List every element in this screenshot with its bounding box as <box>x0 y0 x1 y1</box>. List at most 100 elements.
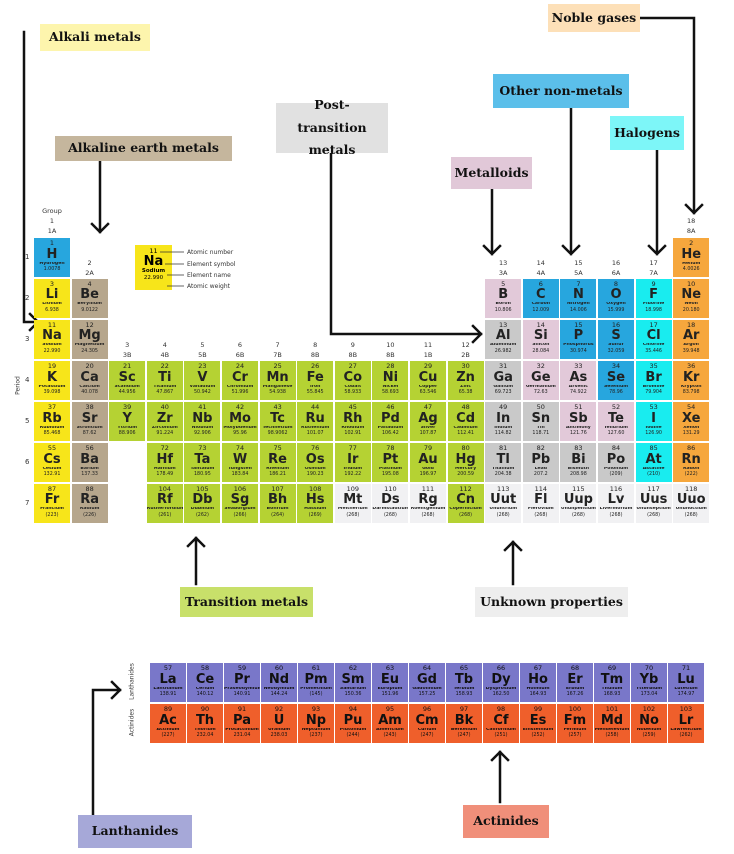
element-cell-in[interactable]: 49 In Indium 114.82 <box>485 402 522 442</box>
element-cell-i[interactable]: 53 I Iodine 126.90 <box>635 402 672 442</box>
element-cell-ca[interactable]: 20 Ca Calcium 40.078 <box>71 361 108 401</box>
element-cell-pd[interactable]: 46 Pd Palladium 106.42 <box>372 402 409 442</box>
element-cell-br[interactable]: 35 Br Bromine 79.904 <box>635 361 672 401</box>
element-cell-ho[interactable]: 67 Ho Holmium 164.93 <box>520 663 556 702</box>
element-cell-uup[interactable]: 115 Uup Ununpentium (268) <box>560 483 597 523</box>
element-cell-li[interactable]: 3 Li Lithium 6.938 <box>34 278 70 318</box>
element-cell-w[interactable]: 74 W Tungsten 183.84 <box>222 443 258 482</box>
element-cell-ge[interactable]: 32 Ge Germanium 72.63 <box>522 361 559 401</box>
element-cell-uuo[interactable]: 118 Uuo Ununoctium (268) <box>673 483 710 523</box>
element-cell-cl[interactable]: 17 Cl Chlorine 35.446 <box>635 319 672 359</box>
element-cell-xe[interactable]: 54 Xe Xenon 131.29 <box>673 402 710 442</box>
element-cell-ta[interactable]: 73 Ta Tantalum 180.95 <box>184 443 221 482</box>
element-cell-ru[interactable]: 44 Ru Ruthenium 101.07 <box>297 402 334 442</box>
element-cell-mo[interactable]: 42 Mo Molybdenum 95.96 <box>222 402 258 442</box>
element-cell-fl[interactable]: 114 Fl Flerovium (268) <box>522 483 559 523</box>
element-cell-dy[interactable]: 66 Dy Dysprosium 162.50 <box>483 663 519 702</box>
element-cell-lr[interactable]: 103 Lr Lawrencium (262) <box>668 704 704 743</box>
element-cell-co[interactable]: 27 Co Cobalt 58.933 <box>334 361 371 401</box>
element-cell-ba[interactable]: 56 Ba Barium 137.33 <box>71 443 108 482</box>
element-cell-rf[interactable]: 104 Rf Rutherfordium (261) <box>146 483 183 523</box>
element-cell-ni[interactable]: 28 Ni Nickel 58.693 <box>372 361 409 401</box>
element-cell-au[interactable]: 79 Au Gold 196.97 <box>410 443 446 482</box>
element-cell-hf[interactable]: 72 Hf Hafnium 178.49 <box>146 443 183 482</box>
element-cell-bh[interactable]: 107 Bh Bohrium (264) <box>259 483 296 523</box>
element-cell-be[interactable]: 4 Be Beryllium 9.0122 <box>71 278 108 318</box>
element-cell-at[interactable]: 85 At Astatine (210) <box>635 443 672 482</box>
element-cell-v[interactable]: 23 V Vanadium 50.942 <box>184 361 221 401</box>
element-cell-uut[interactable]: 113 Uut Ununtrium (268) <box>485 483 522 523</box>
element-cell-rb[interactable]: 37 Rb Rubidium 85.468 <box>34 402 70 442</box>
element-cell-n[interactable]: 7 N Nitrogen 14.006 <box>560 278 597 318</box>
element-cell-uus[interactable]: 117 Uus Ununseptium (268) <box>635 483 672 523</box>
element-cell-sr[interactable]: 38 Sr Strontium 87.62 <box>71 402 108 442</box>
element-cell-cd[interactable]: 48 Cd Cadmium 112.41 <box>447 402 484 442</box>
element-cell-tc[interactable]: 43 Tc Technetium 98.9062 <box>259 402 296 442</box>
element-cell-cn[interactable]: 112 Cn Copernicium (268) <box>447 483 484 523</box>
element-cell-ga[interactable]: 31 Ga Gallium 69.723 <box>485 361 522 401</box>
element-cell-ne[interactable]: 10 Ne Neon 20.180 <box>673 278 710 318</box>
element-cell-p[interactable]: 15 P Phosphorus 30.974 <box>560 319 597 359</box>
element-cell-y[interactable]: 39 Y Yttrium 88.906 <box>109 402 146 442</box>
element-cell-mg[interactable]: 12 Mg Magnesium 24.305 <box>71 319 108 359</box>
element-cell-zn[interactable]: 30 Zn Zinc 65.38 <box>447 361 484 401</box>
element-cell-mn[interactable]: 25 Mn Manganese 54.938 <box>259 361 296 401</box>
element-cell-fm[interactable]: 100 Fm Fermium (257) <box>557 704 593 743</box>
element-cell-u[interactable]: 92 U Uranium 238.03 <box>261 704 297 743</box>
element-cell-lv[interactable]: 116 Lv Livermorium (268) <box>598 483 634 523</box>
element-cell-fe[interactable]: 26 Fe Iron 55.845 <box>297 361 334 401</box>
element-cell-cu[interactable]: 29 Cu Copper 63.546 <box>410 361 446 401</box>
element-cell-pb[interactable]: 82 Pb Lead 207.2 <box>522 443 559 482</box>
element-cell-nd[interactable]: 60 Nd Neodymium 144.24 <box>261 663 297 702</box>
element-cell-gd[interactable]: 64 Gd Gadolinium 157.25 <box>409 663 445 702</box>
element-cell-re[interactable]: 75 Re Rhenium 186.21 <box>259 443 296 482</box>
element-cell-db[interactable]: 105 Db Dubnium (262) <box>184 483 221 523</box>
element-cell-he[interactable]: 2 He Helium 4.0026 <box>673 238 710 277</box>
element-cell-no[interactable]: 102 No Nobelium (259) <box>631 704 667 743</box>
element-cell-os[interactable]: 76 Os Osmium 190.23 <box>297 443 334 482</box>
element-cell-sm[interactable]: 62 Sm Samarium 150.36 <box>335 663 371 702</box>
element-cell-hg[interactable]: 80 Hg Mercury 200.59 <box>447 443 484 482</box>
element-cell-tb[interactable]: 65 Tb Terbium 158.93 <box>446 663 482 702</box>
element-cell-o[interactable]: 8 O Oxygen 15.999 <box>598 278 634 318</box>
element-cell-se[interactable]: 34 Se Selenium 78.96 <box>598 361 634 401</box>
element-cell-pm[interactable]: 61 Pm Promethium (145) <box>298 663 334 702</box>
element-cell-ce[interactable]: 58 Ce Cerium 140.12 <box>187 663 223 702</box>
element-cell-s[interactable]: 16 S Sulfur 32.059 <box>598 319 634 359</box>
element-cell-es[interactable]: 99 Es Einsteinium (252) <box>520 704 556 743</box>
element-cell-pu[interactable]: 94 Pu Plutonium (244) <box>335 704 371 743</box>
element-cell-al[interactable]: 13 Al Aluminum 26.982 <box>485 319 522 359</box>
element-cell-ac[interactable]: 89 Ac Actinium (227) <box>150 704 186 743</box>
element-cell-cm[interactable]: 96 Cm Curium (247) <box>409 704 445 743</box>
element-cell-cf[interactable]: 98 Cf Californium (251) <box>483 704 519 743</box>
element-cell-ar[interactable]: 18 Ar Argon 39.948 <box>673 319 710 359</box>
element-cell-nb[interactable]: 41 Nb Niobium 92.906 <box>184 402 221 442</box>
element-cell-c[interactable]: 6 C Carbon 12.009 <box>522 278 559 318</box>
element-cell-tl[interactable]: 81 Tl Thallium 204.38 <box>485 443 522 482</box>
element-cell-fr[interactable]: 87 Fr Francium (223) <box>34 483 70 523</box>
element-cell-yb[interactable]: 70 Yb Ytterbium 173.04 <box>631 663 667 702</box>
element-cell-ds[interactable]: 110 Ds Darmstadtium (268) <box>372 483 409 523</box>
element-cell-la[interactable]: 57 La Lanthanum 138.91 <box>150 663 186 702</box>
element-cell-np[interactable]: 93 Np Neptunium (237) <box>298 704 334 743</box>
element-cell-lu[interactable]: 71 Lu Lutetium 174.97 <box>668 663 704 702</box>
element-cell-sg[interactable]: 106 Sg Seaborgium (266) <box>222 483 258 523</box>
element-cell-pa[interactable]: 91 Pa Protactinium 231.04 <box>224 704 260 743</box>
element-cell-mt[interactable]: 109 Mt Meitnerium (268) <box>334 483 371 523</box>
element-cell-rn[interactable]: 86 Rn Radon (222) <box>673 443 710 482</box>
element-cell-md[interactable]: 101 Md Mendelevium (258) <box>594 704 630 743</box>
element-cell-as[interactable]: 33 As Arsenic 74.922 <box>560 361 597 401</box>
element-cell-ag[interactable]: 47 Ag Silver 107.87 <box>410 402 446 442</box>
element-cell-ti[interactable]: 22 Ti Titanium 47.867 <box>146 361 183 401</box>
element-cell-cr[interactable]: 24 Cr Chromium 51.996 <box>222 361 258 401</box>
element-cell-te[interactable]: 52 Te Tellurium 127.60 <box>598 402 634 442</box>
element-cell-ir[interactable]: 77 Ir Iridium 192.22 <box>334 443 371 482</box>
element-cell-b[interactable]: 5 B Boron 10.806 <box>485 278 522 318</box>
element-cell-sb[interactable]: 51 Sb Antimony 121.76 <box>560 402 597 442</box>
element-cell-k[interactable]: 19 K Potassium 39.098 <box>34 361 70 401</box>
element-cell-sn[interactable]: 50 Sn Tin 118.71 <box>522 402 559 442</box>
element-cell-tm[interactable]: 69 Tm Thulium 168.93 <box>594 663 630 702</box>
element-cell-bk[interactable]: 97 Bk Berkelium (247) <box>446 704 482 743</box>
element-cell-am[interactable]: 95 Am Americium (243) <box>372 704 408 743</box>
element-cell-zr[interactable]: 40 Zr Zirconium 91.224 <box>146 402 183 442</box>
